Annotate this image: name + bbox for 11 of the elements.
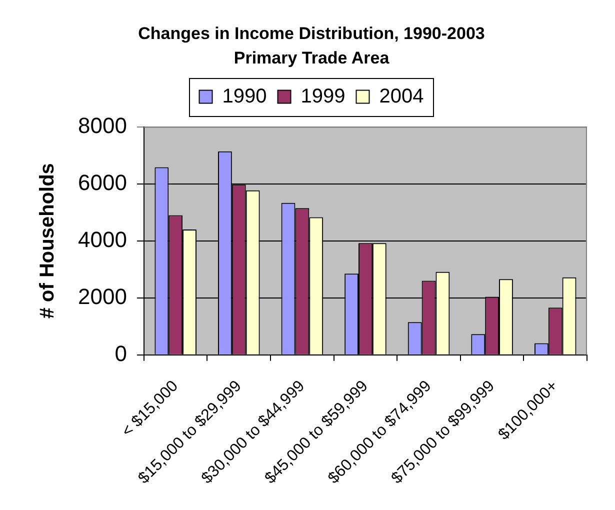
legend-label: 1999 [300, 85, 346, 108]
chart-subtitle: Primary Trade Area [234, 48, 390, 68]
chart-title: Changes in Income Distribution, 1990-2003 [138, 24, 485, 43]
y-axis-title: # of Households [36, 163, 59, 319]
y-tick-label: 4000 [78, 226, 127, 252]
y-tick-label: 6000 [78, 170, 127, 195]
y-tick-label: 2000 [78, 284, 127, 309]
legend-label: 1990 [222, 85, 267, 108]
y-tick-label: 8000 [78, 112, 127, 138]
y-tick-label: 0 [114, 340, 127, 366]
legend-label: 2004 [379, 85, 424, 108]
